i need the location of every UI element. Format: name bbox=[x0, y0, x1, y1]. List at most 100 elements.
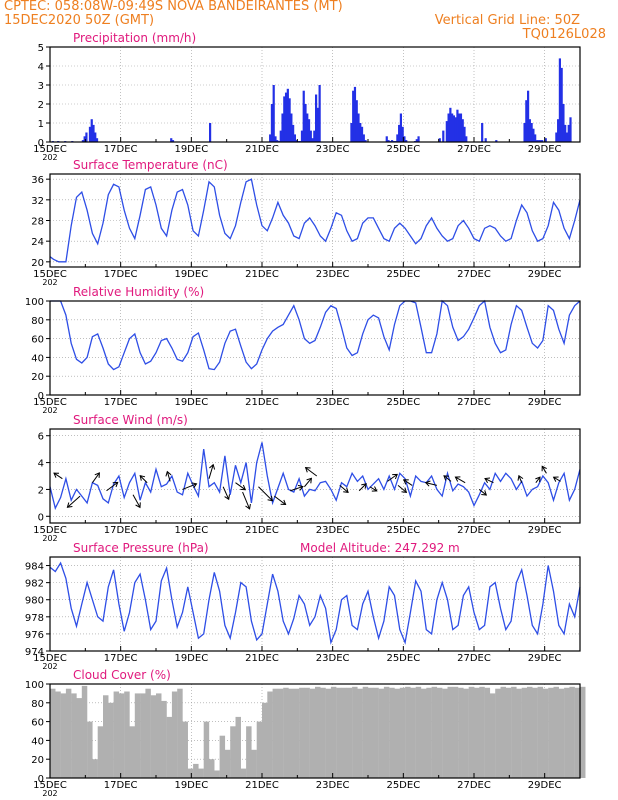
cloud-cover-bar bbox=[87, 721, 93, 778]
y-tick-label: 974 bbox=[25, 647, 44, 658]
precip-bar bbox=[528, 119, 531, 142]
cloud-cover-bar bbox=[521, 687, 528, 778]
y-tick-label: 0 bbox=[38, 512, 44, 523]
precip-bar bbox=[537, 140, 540, 142]
cloud-cover-bar bbox=[410, 687, 416, 778]
model-code: TQ0126L028 bbox=[522, 27, 606, 42]
precip-bar bbox=[451, 113, 454, 142]
wind-arrow-head bbox=[66, 502, 73, 508]
x-tick-label: 17DEC bbox=[104, 269, 138, 280]
y-tick-label: 978 bbox=[25, 613, 44, 624]
cloud-cover-bar bbox=[452, 686, 459, 778]
precip-bar bbox=[495, 140, 498, 142]
cloud-cover-bar bbox=[341, 687, 347, 778]
y-tick-label: 1 bbox=[38, 119, 44, 130]
precip-bar bbox=[456, 109, 459, 142]
x-year-label: 202 bbox=[42, 789, 57, 798]
cloud-cover-bar bbox=[500, 686, 506, 778]
wind-arrow-head bbox=[541, 465, 547, 472]
x-tick-label: 19DEC bbox=[174, 269, 208, 280]
x-tick-label: 17DEC bbox=[104, 397, 138, 408]
precip-bar bbox=[534, 134, 537, 142]
precip-bar bbox=[558, 58, 561, 142]
x-year-label: 202 bbox=[42, 662, 57, 671]
y-tick-label: 0 bbox=[38, 391, 44, 402]
cloud-cover-bar bbox=[383, 686, 390, 778]
x-tick-label: 17DEC bbox=[104, 525, 138, 536]
precip-bar bbox=[562, 104, 565, 142]
cloud-cover-bar bbox=[542, 688, 549, 778]
precip-bar bbox=[458, 113, 461, 142]
precip-bar bbox=[85, 132, 88, 142]
wind-arrow-head bbox=[552, 476, 559, 482]
y-tick-label: 980 bbox=[25, 596, 44, 607]
cloud-cover-bar bbox=[50, 688, 56, 778]
x-tick-label: 29DEC bbox=[528, 144, 562, 155]
precip-bar bbox=[539, 140, 542, 142]
cloud-cover-bar bbox=[288, 688, 294, 778]
y-tick-label: 100 bbox=[25, 297, 44, 308]
wind-arrow-head bbox=[139, 475, 146, 481]
panel-frame bbox=[49, 428, 581, 524]
x-tick-label: 15DEC bbox=[33, 780, 67, 791]
x-tick-label: 15DEC bbox=[33, 653, 67, 664]
precip-bar bbox=[532, 128, 535, 142]
wind-arrow bbox=[304, 478, 312, 488]
x-tick-label: 19DEC bbox=[174, 780, 208, 791]
x-tick-label: 23DEC bbox=[316, 653, 350, 664]
wind-arrow bbox=[242, 491, 251, 510]
precip-bar bbox=[360, 126, 364, 142]
wind-arrow bbox=[166, 471, 171, 482]
cloud-cover-bar bbox=[156, 693, 162, 778]
cloud-cover-bar bbox=[532, 687, 538, 778]
cloud-cover-bar bbox=[65, 688, 72, 778]
precip-bar bbox=[170, 138, 173, 142]
wind-arrow-head bbox=[361, 483, 367, 489]
wind-arrow-head bbox=[535, 476, 541, 483]
wind-arrow bbox=[258, 486, 273, 502]
cloud-cover-bar bbox=[415, 686, 422, 778]
wind-arrow bbox=[67, 495, 81, 508]
x-tick-label: 21DEC bbox=[245, 397, 279, 408]
wind-arrow bbox=[518, 475, 523, 483]
cloud-cover-bar bbox=[166, 716, 173, 778]
precip-bar bbox=[461, 119, 464, 142]
cloud-cover-bar bbox=[330, 686, 337, 778]
cloud-cover-bar bbox=[124, 691, 130, 778]
panel-title: Surface Pressure (hPa) bbox=[73, 541, 209, 555]
y-tick-label: 20 bbox=[31, 755, 44, 766]
x-tick-label: 21DEC bbox=[245, 780, 279, 791]
x-tick-label: 25DEC bbox=[386, 269, 420, 280]
cloud-cover-bar bbox=[315, 686, 321, 778]
precip-bar bbox=[364, 140, 367, 142]
precip-bar bbox=[357, 113, 360, 142]
x-tick-label: 29DEC bbox=[528, 269, 562, 280]
cloud-cover-bar bbox=[129, 726, 135, 778]
rh-series-line bbox=[50, 299, 581, 371]
wind-arrow-head bbox=[209, 463, 216, 470]
cloud-cover-bar bbox=[511, 686, 517, 778]
precip-bar bbox=[565, 132, 569, 142]
panel-cloud bbox=[46, 683, 586, 779]
cloud-cover-bar bbox=[463, 688, 469, 778]
precip-bar bbox=[463, 126, 466, 142]
x-tick-label: 15DEC bbox=[33, 397, 67, 408]
precip-bar bbox=[569, 117, 572, 142]
cloud-cover-bar bbox=[580, 686, 586, 778]
cloud-cover-bar bbox=[140, 693, 146, 778]
x-tick-label: 17DEC bbox=[104, 653, 138, 664]
precip-bar bbox=[311, 138, 314, 142]
cloud-cover-bar bbox=[505, 687, 512, 778]
x-tick-label: 27DEC bbox=[457, 653, 491, 664]
wind-arrow-head bbox=[191, 482, 198, 489]
cloud-cover-bar bbox=[299, 687, 305, 778]
wind-arrow-head bbox=[306, 477, 312, 484]
x-tick-label: 25DEC bbox=[386, 397, 420, 408]
wind-arrow-head bbox=[53, 472, 60, 478]
x-tick-label: 17DEC bbox=[104, 144, 138, 155]
precip-bar bbox=[276, 140, 279, 142]
precip-bar bbox=[92, 124, 95, 142]
wind-arrow bbox=[369, 486, 378, 492]
cloud-cover-bar bbox=[235, 716, 241, 778]
panel-rh bbox=[46, 299, 581, 396]
